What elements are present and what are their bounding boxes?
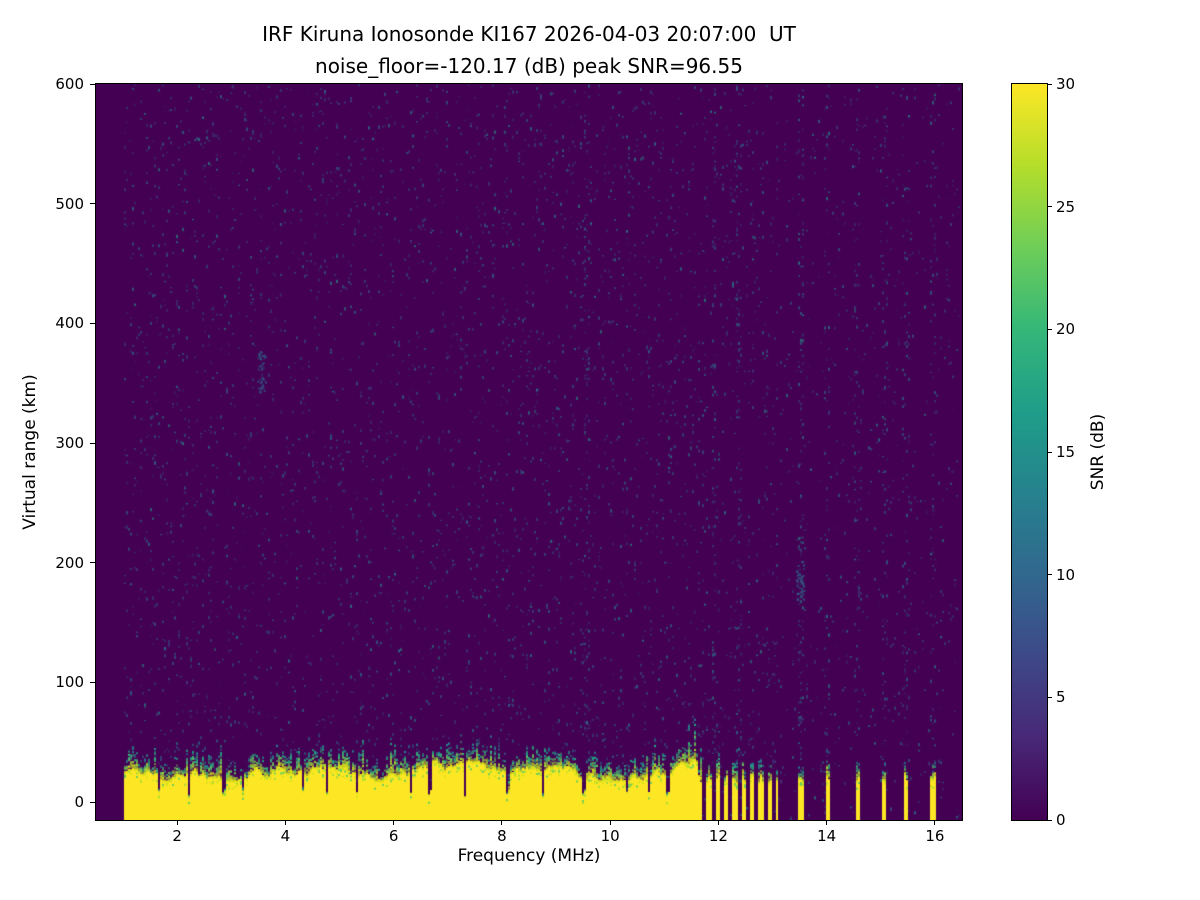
colorbar-tick xyxy=(1048,328,1052,330)
x-tick-label: 2 xyxy=(172,827,182,845)
chart-title: IRF Kiruna Ionosonde KI167 2026-04-03 20… xyxy=(262,22,796,46)
y-tick-label: 200 xyxy=(55,553,84,572)
x-tick xyxy=(934,820,936,825)
x-tick xyxy=(284,820,286,825)
colorbar-tick xyxy=(1048,819,1052,821)
colorbar-tick-label: 0 xyxy=(1056,811,1066,829)
x-tick xyxy=(176,820,178,825)
colorbar xyxy=(1011,83,1048,821)
x-tick xyxy=(393,820,395,825)
x-tick-label: 12 xyxy=(708,827,728,845)
x-tick xyxy=(609,820,611,825)
colorbar-tick-label: 10 xyxy=(1056,565,1076,584)
x-tick xyxy=(501,820,503,825)
colorbar-tick-label: 25 xyxy=(1056,197,1076,216)
y-tick-label: 100 xyxy=(55,673,84,692)
y-tick xyxy=(90,442,96,444)
chart-subtitle: noise_floor=-120.17 (dB) peak SNR=96.55 xyxy=(315,54,743,78)
y-tick-label: 600 xyxy=(55,75,84,93)
colorbar-tick-label: 20 xyxy=(1056,320,1076,339)
x-tick xyxy=(717,820,719,825)
colorbar-tick xyxy=(1048,206,1052,208)
y-tick xyxy=(90,562,96,564)
x-tick xyxy=(826,820,828,825)
colorbar-tick xyxy=(1048,574,1052,576)
x-tick-label: 6 xyxy=(388,827,399,845)
colorbar-tick xyxy=(1048,696,1052,698)
y-axis-label: Virtual range (km) xyxy=(20,374,40,530)
x-tick-label: 14 xyxy=(817,827,837,845)
x-tick-label: 8 xyxy=(497,827,507,845)
y-tick-label: 400 xyxy=(55,314,84,333)
x-tick-label: 10 xyxy=(600,827,620,845)
colorbar-canvas xyxy=(1012,84,1047,820)
y-tick xyxy=(90,681,96,683)
y-tick-label: 0 xyxy=(74,793,84,812)
colorbar-tick-label: 30 xyxy=(1056,75,1076,93)
x-tick-label: 4 xyxy=(280,827,291,845)
colorbar-tick xyxy=(1048,451,1052,453)
colorbar-tick-label: 5 xyxy=(1056,688,1066,707)
x-axis-label: Frequency (MHz) xyxy=(457,846,601,866)
y-tick-label: 300 xyxy=(55,434,84,453)
colorbar-tick xyxy=(1048,83,1052,85)
plot-area xyxy=(95,83,963,821)
heatmap-canvas xyxy=(96,84,962,820)
y-tick xyxy=(90,203,96,205)
y-tick-label: 500 xyxy=(55,194,84,213)
y-tick xyxy=(90,83,96,85)
colorbar-tick-label: 15 xyxy=(1056,443,1076,461)
y-tick xyxy=(90,322,96,324)
x-tick-label: 16 xyxy=(925,827,945,845)
y-tick xyxy=(90,801,96,803)
